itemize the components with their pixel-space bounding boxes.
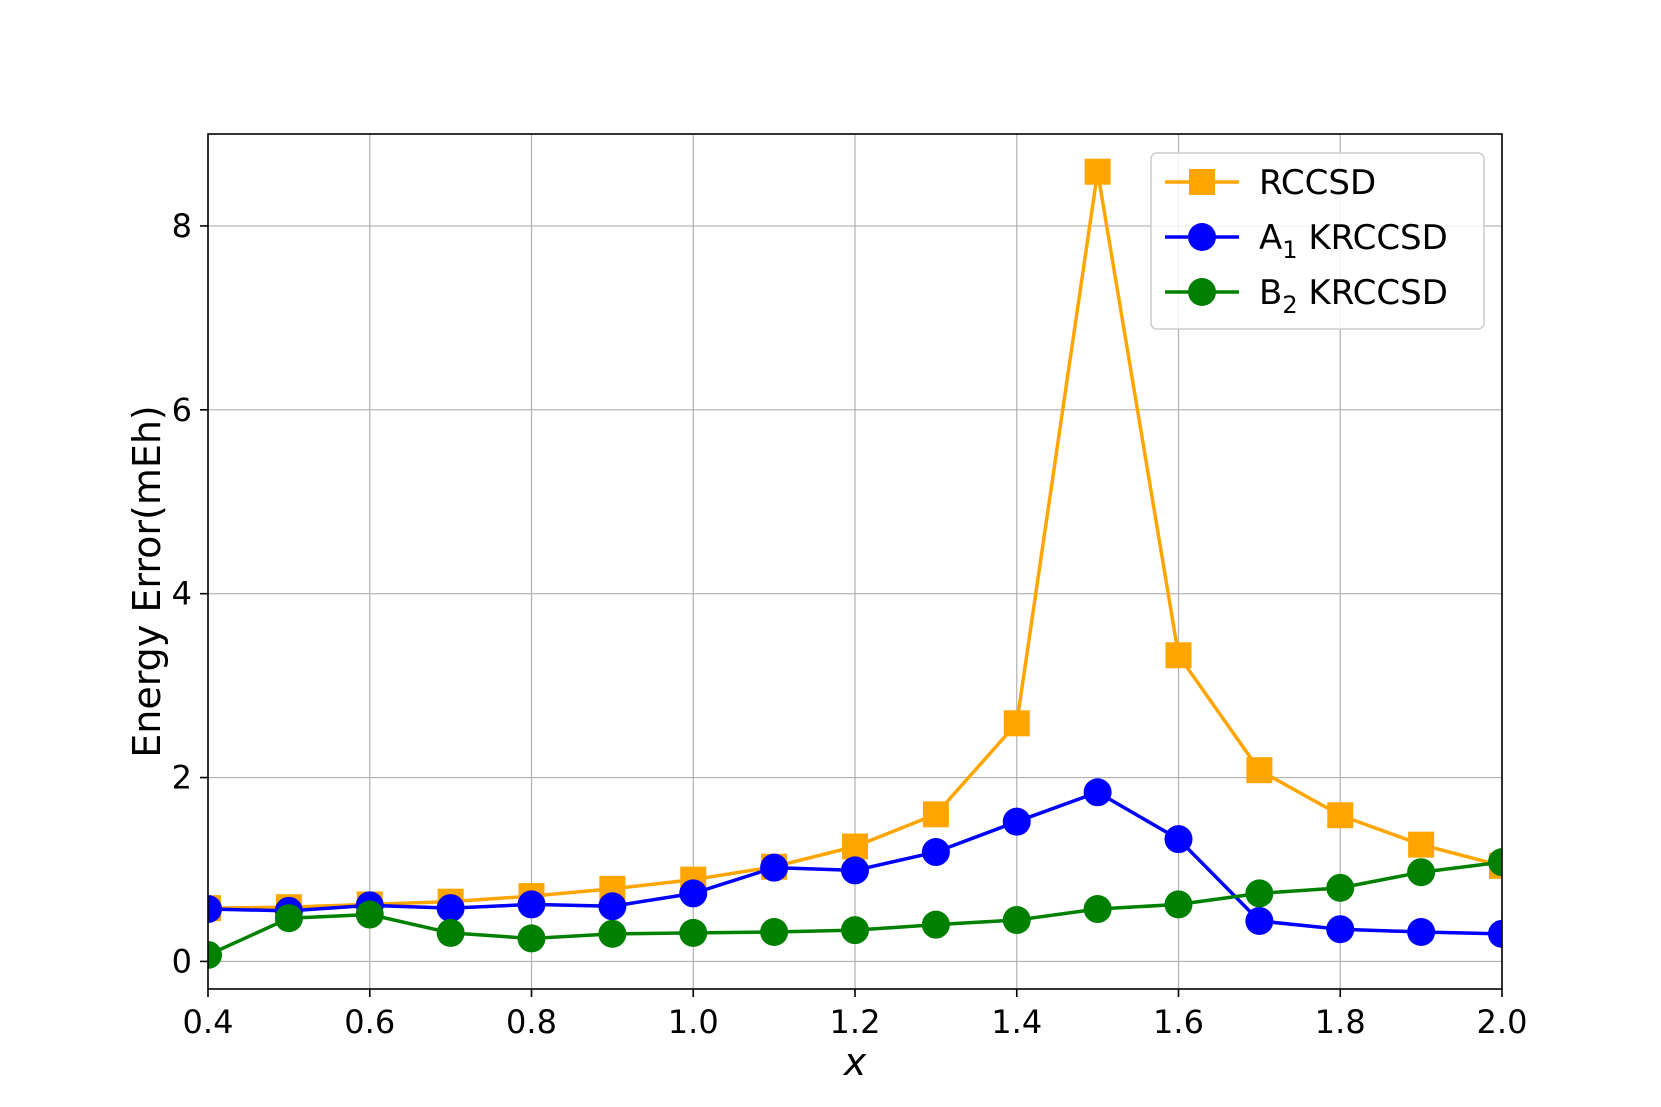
data-point	[679, 879, 708, 908]
legend-marker	[1188, 223, 1216, 251]
y-tick-label: 4	[172, 575, 192, 613]
legend-item: A1 KRCCSD	[1165, 218, 1448, 264]
data-point	[842, 833, 868, 860]
data-point	[517, 890, 546, 919]
x-tick-label: 0.6	[344, 1003, 395, 1041]
legend-label-subscript: 1	[1282, 236, 1297, 264]
series-3	[208, 848, 1502, 969]
data-point	[760, 918, 789, 946]
data-point	[1003, 710, 1030, 737]
ticks: 0.4 0.6 0.8 1.0 1.2 1.4 1.6 1.8 2.0 0 2 4 6 8	[172, 207, 1528, 1041]
data-point	[1083, 778, 1112, 807]
data-point	[436, 894, 465, 923]
legend-label: B2 KRCCSD	[1259, 273, 1448, 319]
legend-box	[1150, 152, 1485, 330]
x-tick-label: 1.8	[1315, 1003, 1366, 1041]
data-point	[841, 916, 869, 945]
x-tick-label: 2.0	[1477, 1003, 1528, 1041]
x-tick-label: 0.8	[506, 1003, 557, 1041]
data-point	[1164, 825, 1193, 854]
data-point	[1407, 858, 1436, 887]
data-point	[1002, 807, 1031, 836]
data-point	[208, 895, 222, 924]
y-axis-label: Energy Error(mEh)	[125, 405, 169, 758]
data-point	[355, 900, 384, 929]
x-axis-label: x	[843, 1040, 867, 1084]
legend-label-rest: KRCCSD	[1298, 218, 1448, 258]
data-point	[274, 904, 303, 933]
data-point	[1245, 906, 1274, 935]
data-point	[760, 853, 789, 882]
y-tick-label: 6	[172, 391, 192, 429]
data-point	[1245, 879, 1274, 908]
data-point	[208, 940, 222, 969]
data-point	[1083, 895, 1112, 924]
data-point	[1002, 906, 1031, 935]
data-point	[679, 918, 708, 947]
data-point	[922, 801, 949, 828]
data-point	[436, 918, 465, 947]
data-point	[1164, 890, 1193, 919]
data-point	[921, 838, 950, 867]
legend-marker	[1189, 169, 1215, 195]
data-point	[1408, 831, 1435, 858]
data-point	[1327, 802, 1354, 829]
legend-item: B2 KRCCSD	[1165, 273, 1448, 319]
data-point	[1326, 873, 1355, 902]
legend-label-main: A	[1259, 218, 1282, 258]
data-point	[517, 924, 546, 953]
data-point	[1488, 848, 1502, 877]
data-point	[598, 892, 627, 921]
legend-label-main: RCCSD	[1259, 163, 1376, 203]
x-tick-label: 1.4	[991, 1003, 1042, 1041]
x-tick-label: 0.4	[183, 1003, 234, 1041]
data-point	[921, 910, 950, 939]
data-point	[598, 919, 627, 948]
legend-label-main: B	[1259, 273, 1282, 313]
series-layer	[208, 158, 1502, 969]
legend-label: A1 KRCCSD	[1259, 218, 1448, 264]
data-point	[1488, 919, 1502, 948]
legend-label: RCCSD	[1259, 163, 1376, 203]
legend-marker	[1188, 278, 1216, 306]
x-tick-label: 1.0	[668, 1003, 719, 1041]
y-tick-label: 8	[172, 207, 192, 245]
y-tick-label: 2	[172, 759, 192, 797]
data-point	[1165, 642, 1192, 669]
y-tick-label: 0	[172, 942, 192, 980]
legend-label-subscript: 2	[1282, 291, 1297, 319]
data-point	[1084, 158, 1111, 185]
data-point	[841, 856, 869, 885]
legend-label-rest: KRCCSD	[1298, 273, 1448, 313]
x-tick-label: 1.6	[1153, 1003, 1204, 1041]
data-point	[1246, 757, 1273, 784]
legend-item: RCCSD	[1165, 163, 1376, 203]
x-tick-label: 1.2	[830, 1003, 881, 1041]
data-point	[1326, 915, 1355, 944]
data-point	[1407, 918, 1436, 946]
